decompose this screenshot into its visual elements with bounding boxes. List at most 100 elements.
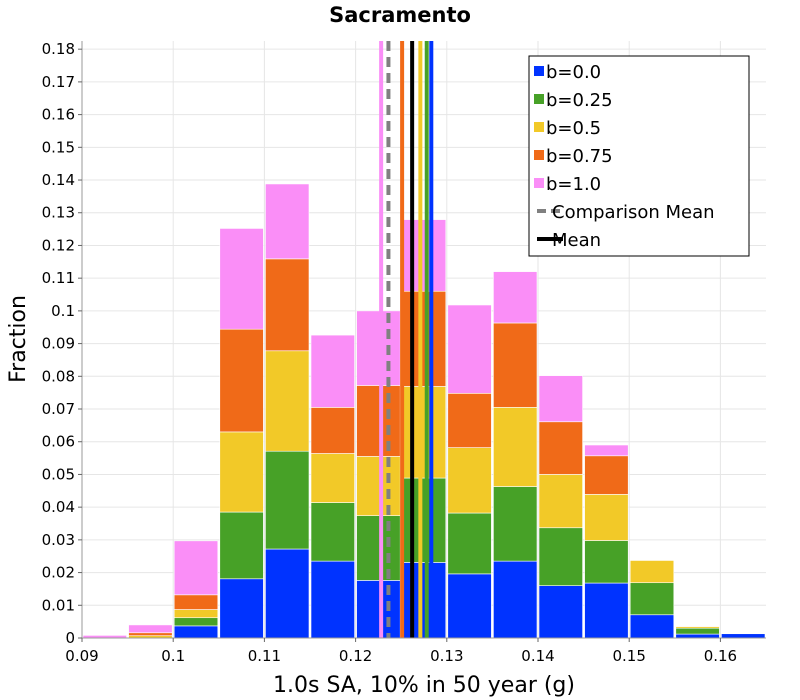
y-tick-label: 0.18: [42, 40, 75, 58]
bar-segment-b075-bin-6: [356, 385, 401, 457]
legend-swatch-b-0-5: [534, 122, 544, 132]
legend-swatch-b-0-0: [534, 66, 544, 76]
bar-segment-b00-bin-14: [721, 633, 766, 639]
bar-segment-b00-bin-3: [219, 578, 264, 639]
bar-segment-b025-bin-2: [173, 617, 219, 627]
bar-segment-b025-bin-13: [675, 627, 720, 635]
y-tick-label: 0.05: [42, 465, 75, 483]
bar-segment-b05-bin-8: [447, 447, 492, 514]
bar-segment-b025-bin-6: [356, 515, 401, 581]
y-tick-label: 0.14: [42, 171, 75, 189]
legend-swatch-b-0-25: [534, 94, 544, 104]
bar-segment-b05-bin-5: [310, 453, 355, 503]
bar-segment-b10-bin-5: [310, 334, 355, 408]
y-axis-label: Fraction: [6, 295, 31, 383]
y-tick-label: 0.09: [42, 335, 75, 353]
bar-segment-b10-bin-8: [447, 304, 492, 394]
legend-label-b-0-25: b=0.25: [546, 90, 613, 111]
bar-segment-b05-bin-10: [538, 474, 583, 529]
y-tick-label: 0.08: [42, 367, 75, 385]
y-tick-label: 0.13: [42, 204, 75, 222]
legend-swatch-b-1-0: [534, 178, 544, 188]
legend-label-b-1-0: b=1.0: [546, 174, 601, 195]
bar-segment-b00-bin-5: [310, 560, 355, 639]
bar-segment-b10-bin-10: [538, 375, 583, 423]
bar-segment-b025-bin-7: [401, 477, 447, 563]
bar-segment-b075-bin-10: [538, 421, 583, 475]
bar-segment-b00-bin-4: [265, 548, 310, 639]
x-tick-label: 0.13: [430, 647, 463, 665]
bar-segment-b00-bin-13: [675, 633, 720, 639]
legend-label-b-0-75: b=0.75: [546, 146, 613, 167]
legend-swatch-b-0-75: [534, 150, 544, 160]
bar-segment-b05-bin-9: [493, 407, 538, 487]
bar-segment-b00-bin-2: [173, 625, 219, 639]
bar-segment-b00-bin-7: [401, 562, 447, 639]
y-tick-label: 0.11: [42, 269, 75, 287]
legend-label-b-0-0: b=0.0: [546, 62, 601, 83]
bar-segment-b025-bin-12: [629, 582, 675, 616]
x-tick-label: 0.15: [612, 647, 645, 665]
chart-title: Sacramento: [329, 3, 471, 27]
bar-segment-b00-bin-11: [584, 582, 629, 639]
bars: [82, 183, 766, 639]
bar-segment-b10-bin-7: [401, 219, 447, 292]
bar-segment-b10-bin-2: [173, 540, 219, 596]
legend-box: [528, 55, 750, 257]
bar-segment-b075-bin-11: [584, 455, 629, 495]
bar-segment-b075-bin-9: [493, 322, 538, 408]
bar-segment-b025-bin-10: [538, 527, 583, 586]
x-axis-label: 1.0s SA, 10% in 50 year (g): [273, 673, 575, 698]
x-tick-label: 0.16: [704, 647, 737, 665]
y-tick-label: 0.1: [51, 302, 75, 320]
bar-segment-b10-bin-9: [493, 271, 538, 324]
bar-segment-b05-bin-12: [629, 560, 675, 584]
y-tick-label: 0.17: [42, 73, 75, 91]
bar-segment-b10-bin-4: [265, 183, 310, 260]
bar-segment-b05-bin-11: [584, 494, 629, 541]
legend-label-mean: Mean: [552, 230, 601, 251]
bar-segment-b075-bin-3: [219, 328, 264, 433]
bar-segment-b00-bin-9: [493, 560, 538, 639]
y-tick-label: 0.03: [42, 531, 75, 549]
bar-segment-b05-bin-7: [401, 386, 447, 479]
bar-segment-b025-bin-4: [265, 450, 310, 550]
bar-segment-b075-bin-2: [173, 594, 219, 610]
mean-lines: [379, 41, 434, 638]
x-tick-label: 0.14: [521, 647, 554, 665]
bar-segment-b05-bin-6: [356, 456, 401, 516]
bar-segment-b10-bin-6: [356, 310, 401, 386]
y-tick-label: 0: [65, 629, 75, 647]
bar-segment-b00-bin-6: [356, 580, 401, 639]
x-tick-label: 0.1: [161, 647, 185, 665]
bar-segment-b025-bin-3: [219, 511, 264, 580]
legend: b=0.0 b=0.25 b=0.5 b=0.75 b=1.0 Comparison Me…: [528, 55, 750, 257]
bar-segment-b075-bin-1: [128, 632, 173, 637]
legend-label-comparison-mean: Comparison Mean: [552, 202, 715, 223]
bar-segment-b025-bin-9: [493, 486, 538, 562]
y-tick-label: 0.16: [42, 106, 75, 124]
bar-segment-b10-bin-3: [219, 228, 264, 330]
bar-segment-b025-bin-5: [310, 502, 355, 562]
y-tick-label: 0.15: [42, 138, 75, 156]
bar-segment-b075-bin-5: [310, 407, 355, 454]
x-tick-label: 0.09: [65, 647, 98, 665]
axes: 0 0.01 0.02 0.03 0.04 0.05 0.06 0.07 0.08 0.09 0.1…: [42, 40, 766, 665]
y-tick-label: 0.01: [42, 596, 75, 614]
bar-segment-b10-bin-11: [584, 444, 629, 457]
bar-segment-b05-bin-4: [265, 350, 310, 452]
bar-segment-b05-bin-3: [219, 431, 264, 513]
bar-segment-b025-bin-8: [447, 512, 492, 575]
bar-segment-b10-bin-1: [128, 624, 173, 634]
y-tick-label: 0.12: [42, 236, 75, 254]
bar-segment-b05-bin-2: [173, 609, 219, 619]
x-tick-label: 0.11: [248, 647, 281, 665]
x-tick-label: 0.12: [339, 647, 372, 665]
y-tick-label: 0.07: [42, 400, 75, 418]
y-tick-label: 0.02: [42, 564, 75, 582]
y-tick-label: 0.06: [42, 433, 75, 451]
bar-segment-b025-bin-11: [584, 540, 629, 584]
y-tick-label: 0.04: [42, 498, 75, 516]
bar-segment-b00-bin-10: [538, 585, 583, 639]
